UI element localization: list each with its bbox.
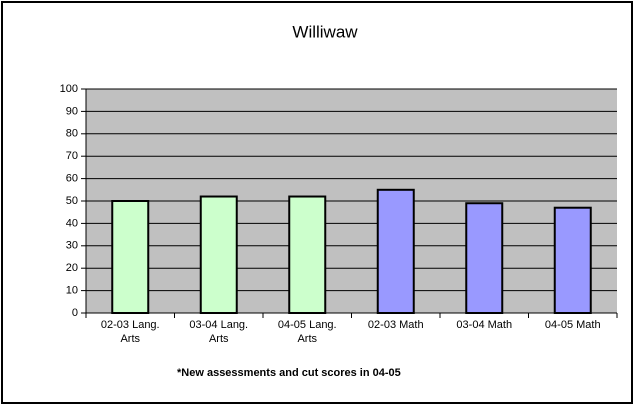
x-tick-label-box: 03-04 Lang. Arts: [189, 319, 249, 345]
bar: [288, 195, 327, 315]
x-tick-label: 02-03 Lang. Arts: [100, 319, 160, 345]
chart-title: Williwaw: [292, 22, 358, 41]
x-tick-label-box: 04-05 Math: [544, 319, 601, 331]
bar: [465, 202, 504, 315]
x-tick-label: 04-05 Lang. Arts: [277, 319, 337, 345]
x-tick-label-box: 03-04 Math: [456, 319, 513, 331]
y-tick-label: 30: [66, 240, 78, 252]
x-tick-label-box: 04-05 Lang. Arts: [277, 319, 337, 345]
y-tick-label: 0: [72, 307, 78, 319]
y-tick-label: 40: [66, 217, 78, 229]
x-tick-label-box: 02-03 Lang. Arts: [100, 319, 160, 345]
y-tick-label: 20: [66, 262, 78, 274]
y-tick-label: 50: [66, 195, 78, 207]
x-tick-label: 03-04 Lang. Arts: [189, 319, 249, 345]
bar: [376, 188, 415, 314]
y-tick-label: 10: [66, 285, 78, 297]
y-tick-label: 60: [66, 173, 78, 185]
bar: [199, 195, 238, 315]
bar: [553, 206, 592, 314]
y-tick-label: 80: [66, 128, 78, 140]
x-tick-label: 03-04 Math: [456, 319, 513, 331]
x-tick-label: 02-03 Math: [367, 319, 424, 331]
x-tick-label-box: 02-03 Math: [367, 319, 424, 331]
annotation: *New assessments and cut scores in 04-05: [177, 367, 401, 379]
y-tick-label: 100: [60, 83, 78, 95]
y-tick-label: 90: [66, 105, 78, 117]
bar: [111, 200, 150, 314]
y-tick-label: 70: [66, 150, 78, 162]
x-tick-label: 04-05 Math: [544, 319, 601, 331]
